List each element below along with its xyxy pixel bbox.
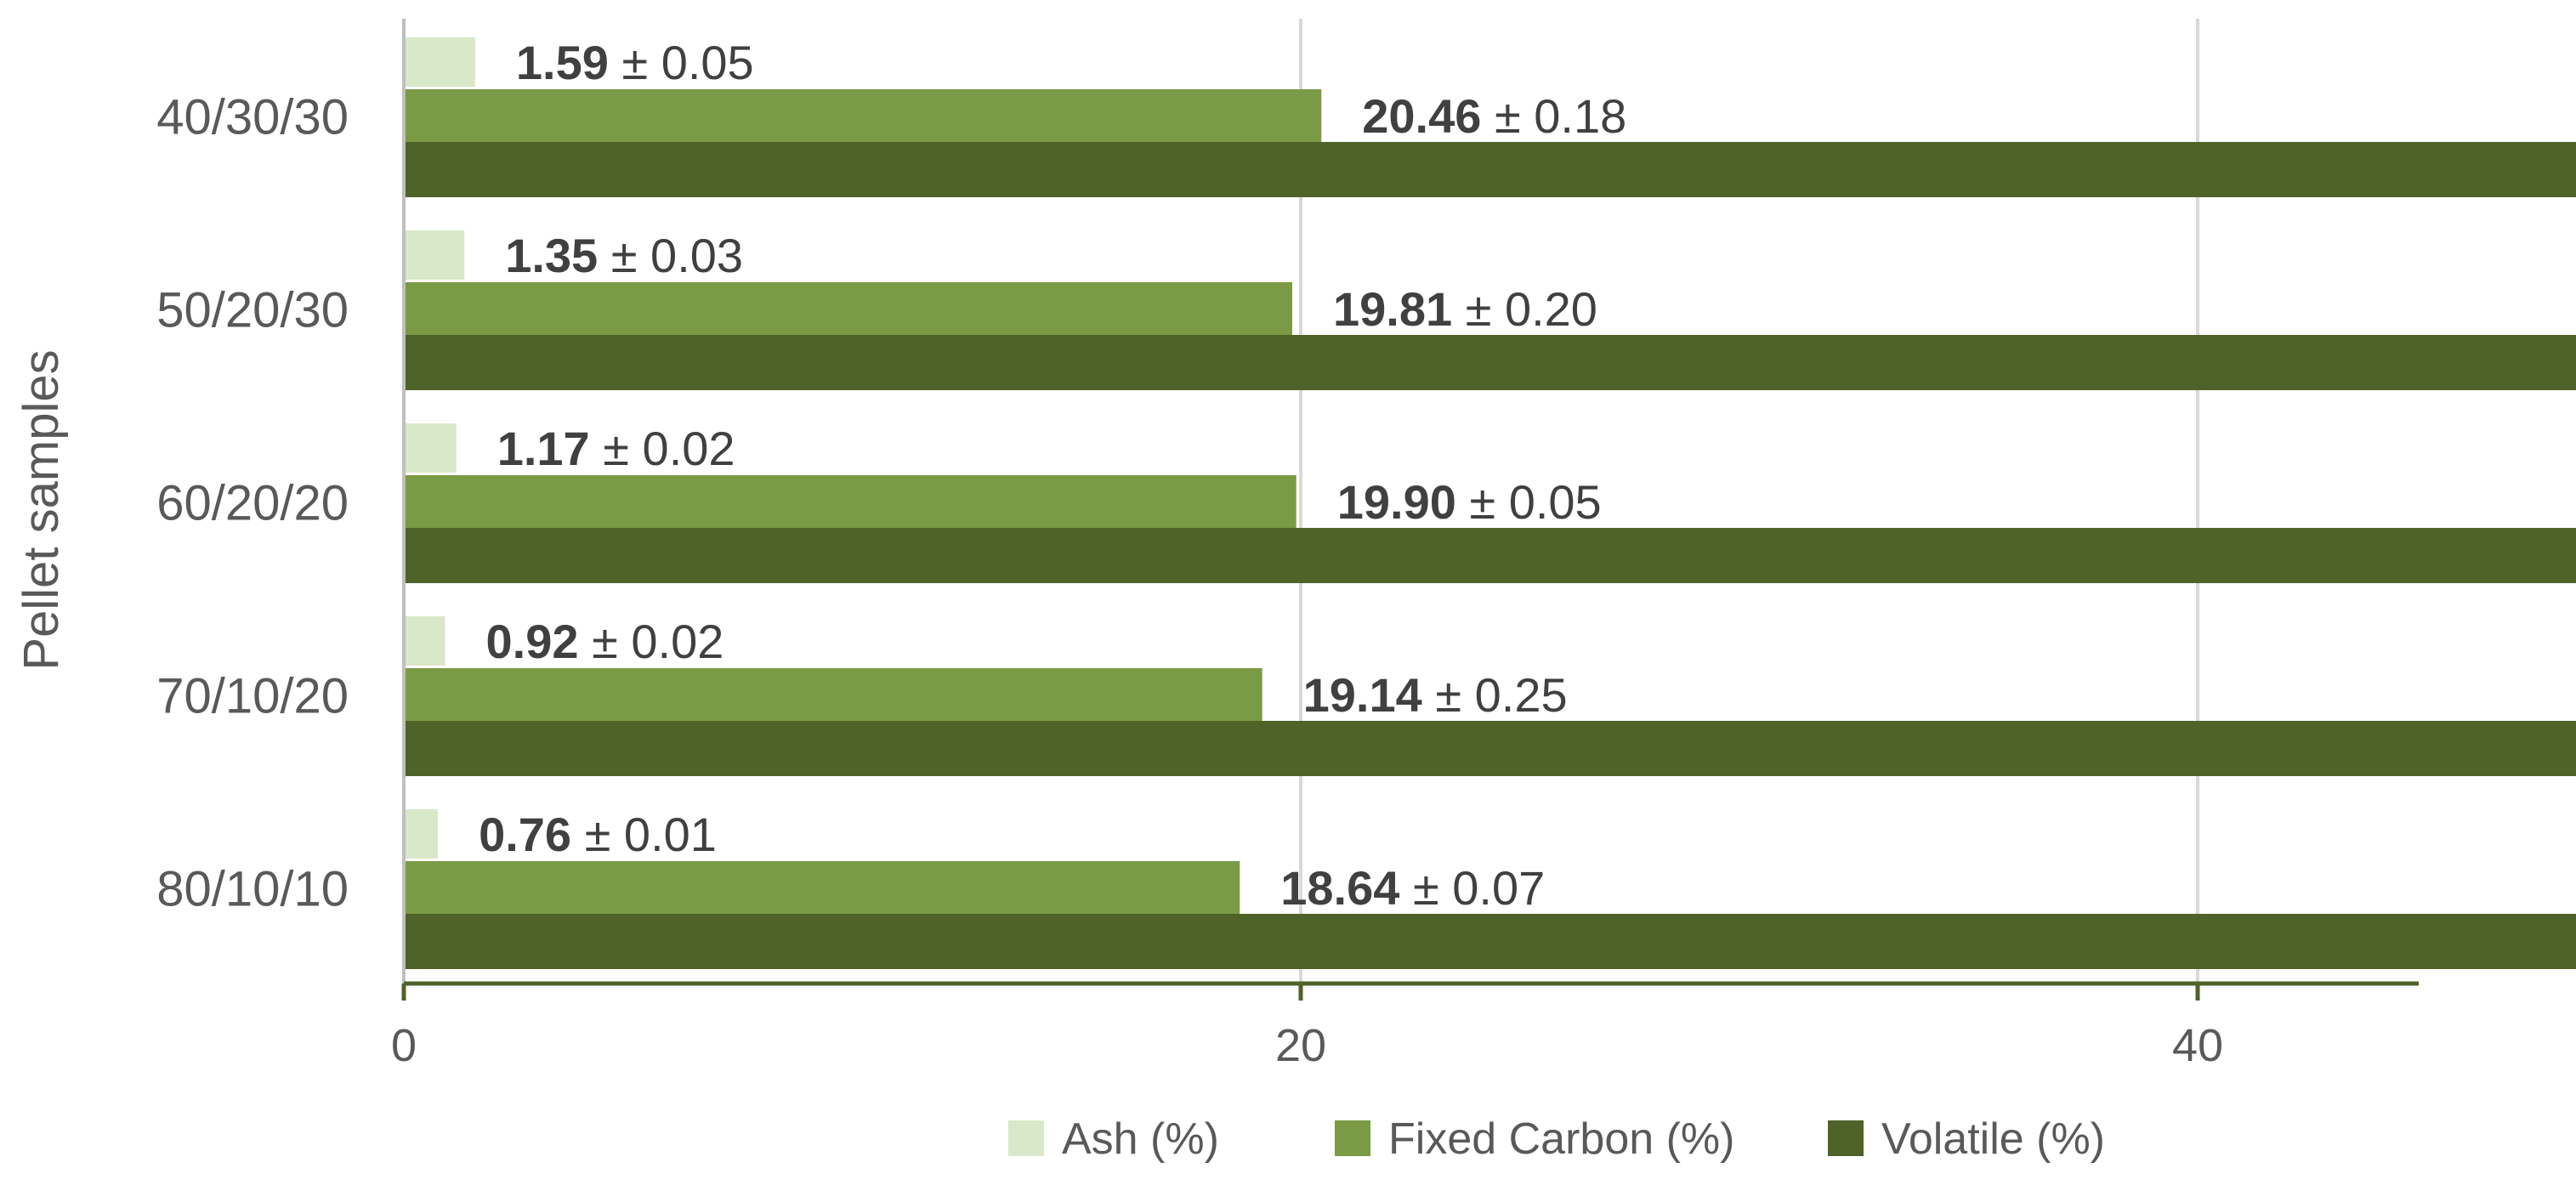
- category-label: 80/10/10: [156, 862, 349, 917]
- x-tick-label: 20: [1275, 1020, 1326, 1071]
- data-label: 1.59 ± 0.05: [516, 36, 754, 89]
- x-axis: 020406080: [391, 19, 2419, 1071]
- data-label: 19.81 ± 0.20: [1333, 282, 1597, 336]
- data-label: 1.17 ± 0.02: [497, 422, 735, 475]
- bar: [404, 142, 2576, 197]
- bar: [404, 861, 1240, 914]
- category-labels: 40/30/30 50/20/30 60/20/20 70/10/20 80/10/10: [156, 90, 349, 917]
- bars: [404, 37, 2576, 969]
- category-label: 40/30/30: [156, 90, 349, 145]
- category-label: 70/10/20: [156, 669, 349, 724]
- y-axis-title: Pellet samples: [14, 349, 69, 670]
- bar: [404, 528, 2576, 583]
- bar: [404, 721, 2576, 776]
- category-label: 60/20/20: [156, 476, 349, 531]
- bar: [404, 230, 465, 280]
- bar: [404, 335, 2576, 390]
- data-label: 20.46 ± 0.18: [1362, 89, 1626, 143]
- data-label: 19.14 ± 0.25: [1303, 668, 1568, 722]
- data-label: 18.64 ± 0.07: [1280, 861, 1545, 915]
- data-label: 19.90 ± 0.05: [1337, 475, 1602, 529]
- bar: [404, 282, 1292, 335]
- legend-swatch: [1008, 1120, 1044, 1156]
- data-label: 0.92 ± 0.02: [486, 615, 724, 668]
- legend-swatch: [1828, 1120, 1864, 1156]
- legend-swatch: [1335, 1120, 1370, 1156]
- category-label: 50/20/30: [156, 283, 349, 338]
- data-label: 0.76 ± 0.01: [479, 808, 717, 861]
- bar: [404, 89, 1322, 142]
- legend-label: Ash (%): [1062, 1114, 1219, 1164]
- x-tick-label: 0: [391, 1020, 417, 1071]
- legend: Ash (%) Fixed Carbon (%) Volatile (%): [1008, 1114, 2105, 1164]
- bar: [404, 616, 445, 666]
- bar: [404, 914, 2576, 969]
- bar: [404, 423, 457, 473]
- bar: [404, 475, 1297, 528]
- legend-label: Volatile (%): [1881, 1114, 2105, 1164]
- bar: [404, 809, 439, 859]
- bar: [404, 37, 475, 87]
- bar: [404, 668, 1262, 721]
- data-label: 1.35 ± 0.03: [505, 229, 743, 282]
- legend-label: Fixed Carbon (%): [1388, 1114, 1734, 1164]
- x-tick-label: 40: [2172, 1020, 2223, 1071]
